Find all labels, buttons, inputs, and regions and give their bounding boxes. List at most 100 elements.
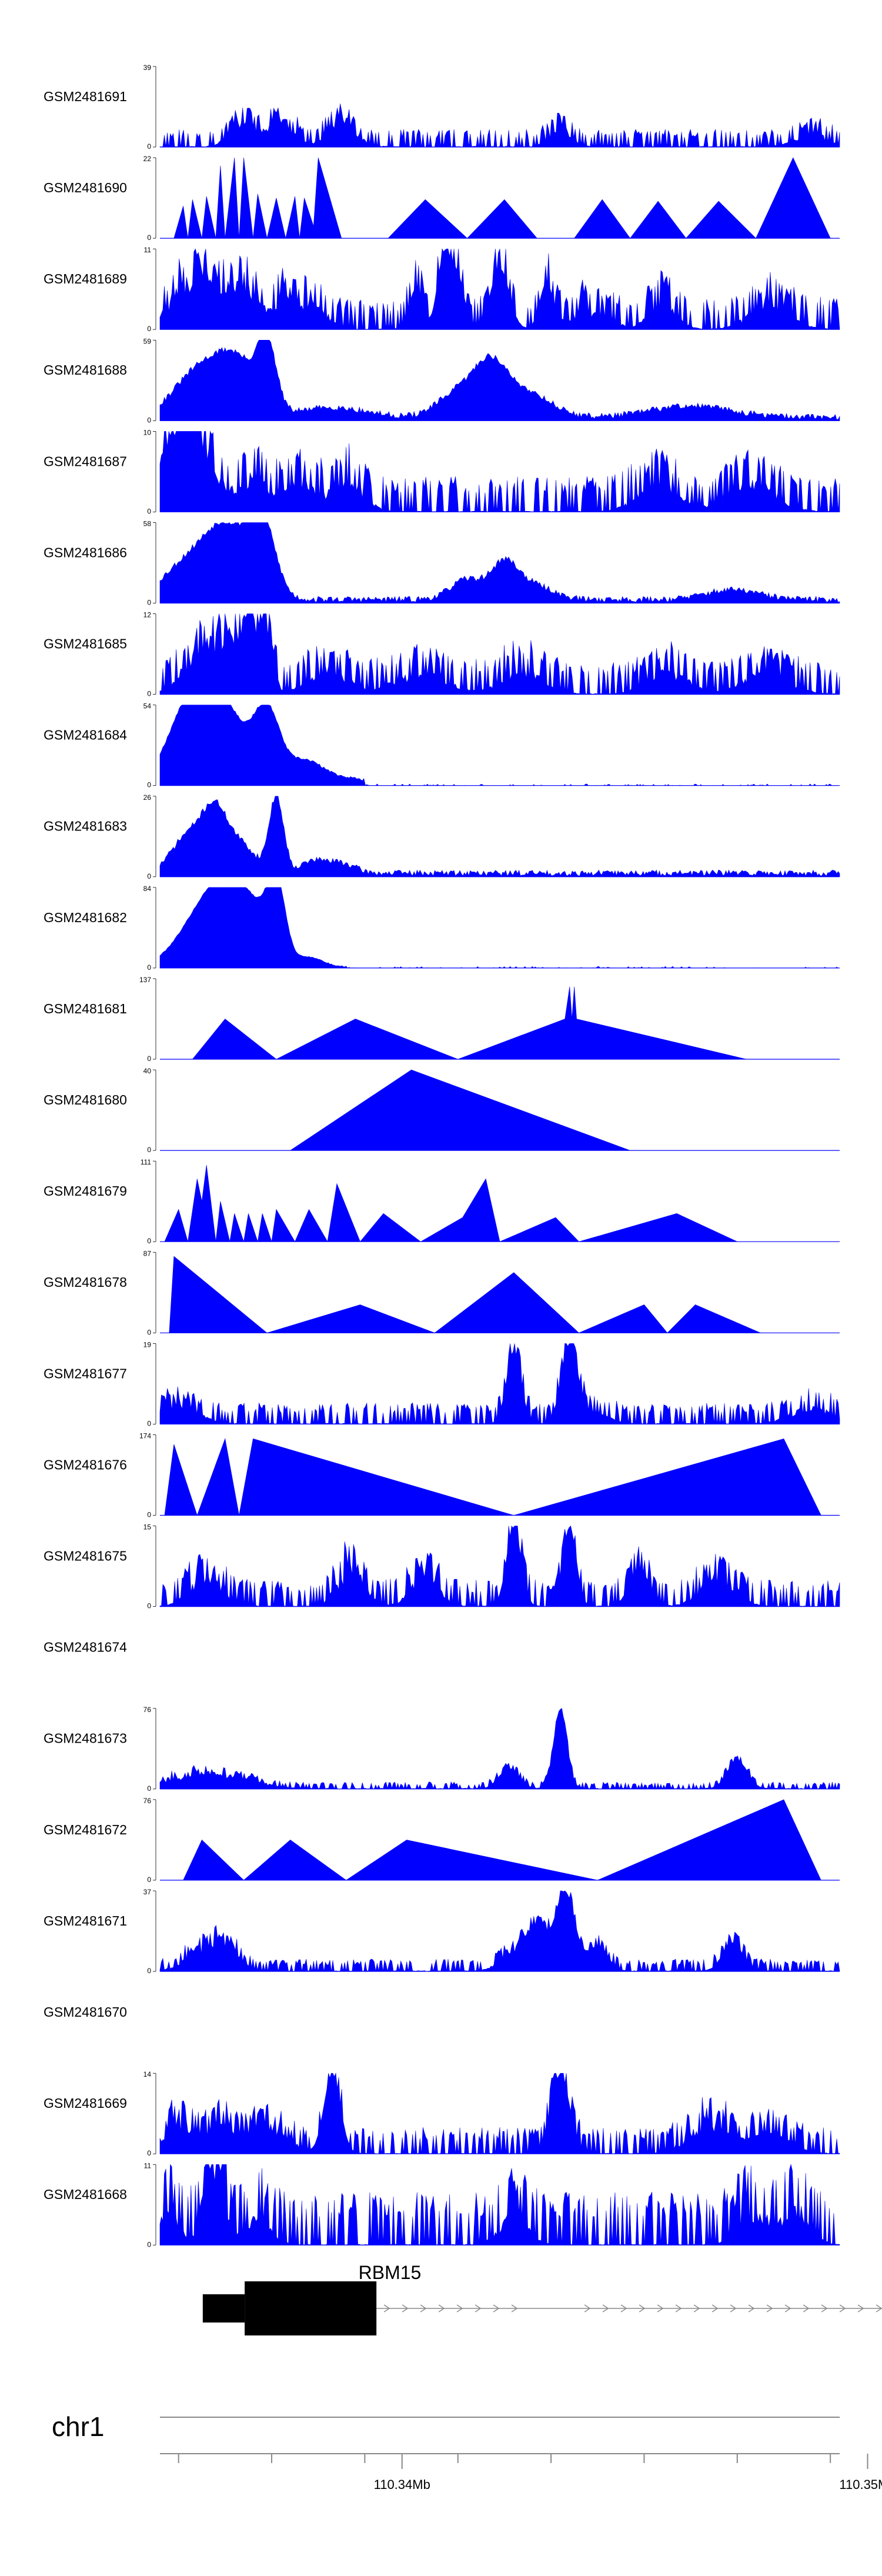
y-axis-min-label: 0 [147,599,151,607]
y-axis-min-label: 0 [147,1602,151,1610]
y-axis-max-label: 76 [143,1706,152,1714]
coverage-area [159,104,840,148]
y-axis-max-label: 84 [143,885,152,893]
y-axis-min-label: 0 [147,781,151,789]
track-GSM2481668: GSM2481668 11 0 [44,2161,840,2248]
y-axis-min-label: 0 [147,1055,151,1063]
track-label: GSM2481688 [44,362,127,378]
track-label: GSM2481690 [44,180,127,195]
track-GSM2481670: GSM2481670 [44,2004,127,2020]
coverage-area [169,1256,761,1333]
strand-arrow-icon [475,2304,482,2313]
track-GSM2481674: GSM2481674 [44,1640,127,1655]
y-axis-max-label: 11 [144,246,152,254]
strand-arrow-icon [821,2304,828,2313]
track-GSM2481676: GSM2481676 174 0 [44,1432,840,1519]
y-axis-max-label: 19 [143,1340,152,1349]
y-axis-min-label: 0 [147,416,151,424]
track-label: GSM2481691 [44,89,127,104]
y-axis-max-label: 11 [144,2161,152,2170]
strand-arrow-icon [420,2304,427,2313]
track-GSM2481687: GSM2481687 10 0 [44,428,840,515]
y-axis-max-label: 87 [143,1249,152,1257]
y-axis-max-label: 10 [143,428,152,436]
y-axis-max-label: 26 [143,793,152,802]
y-axis-max-label: 40 [143,1067,152,1075]
track-GSM2481684: GSM2481684 54 0 [44,702,840,789]
axis-tick-label: 110.34Mb [374,2477,430,2492]
y-axis-max-label: 76 [143,1797,152,1805]
y-axis-min-label: 0 [147,142,151,151]
strand-arrow-icon [876,2304,882,2313]
track-label: GSM2481669 [44,2095,127,2111]
track-GSM2481689: GSM2481689 11 0 [44,246,840,333]
y-axis-min-label: 0 [147,2149,151,2157]
coverage-area [159,1525,840,1607]
y-axis-min-label: 0 [147,1419,151,1427]
track-GSM2481680: GSM2481680 40 0 [44,1067,840,1154]
y-axis-min-label: 0 [147,2240,151,2248]
coverage-area [159,2164,840,2245]
y-axis-max-label: 39 [143,64,152,72]
track-label: GSM2481675 [44,1549,127,1564]
track-label: GSM2481677 [44,1366,127,1381]
y-axis-min-label: 0 [147,325,151,333]
strand-arrow-icon [493,2304,500,2313]
strand-arrow-icon [730,2304,737,2313]
track-label: GSM2481678 [44,1274,127,1290]
coverage-area [159,340,840,421]
coverage-area [159,613,840,695]
y-axis-min-label: 0 [147,233,151,242]
strand-arrow-icon [711,2304,719,2313]
track-label: GSM2481668 [44,2187,127,2202]
track-label: GSM2481681 [44,1001,127,1016]
strand-arrow-icon [657,2304,664,2313]
y-axis-max-label: 59 [143,337,152,345]
track-label: GSM2481672 [44,1822,127,1837]
track-GSM2481671: GSM2481671 37 0 [44,1888,840,1975]
gene-name: RBM15 [359,2262,422,2283]
track-label: GSM2481671 [44,1913,127,1928]
coverage-area [159,1343,840,1424]
y-axis-max-label: 14 [143,2070,152,2078]
y-axis-min-label: 0 [147,1328,151,1336]
strand-arrow-icon [639,2304,646,2313]
strand-arrow-icon [803,2304,810,2313]
y-axis-min-label: 0 [147,1511,151,1519]
track-GSM2481672: GSM2481672 76 0 [44,1797,840,1884]
track-label: GSM2481683 [44,819,127,834]
track-GSM2481677: GSM2481677 19 0 [44,1340,840,1427]
y-axis-min-label: 0 [147,1967,151,1975]
track-label: GSM2481685 [44,636,127,652]
exon-block [245,2281,377,2335]
track-GSM2481691: GSM2481691 39 0 [44,64,840,151]
y-axis-min-label: 0 [147,963,151,972]
coverage-area [159,522,840,603]
chromosome-label: chr1 [52,2411,104,2442]
coverage-area [159,431,840,512]
strand-arrow-icon [839,2304,846,2313]
y-axis-min-label: 0 [147,690,151,698]
y-axis-min-label: 0 [147,1784,151,1793]
coverage-area [164,1164,737,1243]
coverage-area [192,986,747,1060]
coverage-area [159,796,840,877]
coverage-area [173,157,831,239]
track-GSM2481673: GSM2481673 76 0 [44,1706,840,1793]
strand-arrow-icon [766,2304,773,2313]
track-GSM2481685: GSM2481685 12 0 [44,611,840,698]
track-GSM2481690: GSM2481690 22 0 [44,155,840,242]
track-label: GSM2481689 [44,271,127,286]
tracks-group: GSM2481691390GSM2481690220GSM2481689110G… [44,64,840,2248]
y-axis-max-label: 137 [139,976,151,984]
strand-arrow-icon [438,2304,445,2313]
track-GSM2481679: GSM2481679 111 0 [44,1158,840,1245]
track-GSM2481678: GSM2481678 87 0 [44,1249,840,1336]
y-axis-max-label: 54 [143,702,152,710]
y-axis-max-label: 15 [143,1523,152,1531]
strand-arrow-icon [857,2304,864,2313]
track-GSM2481683: GSM2481683 26 0 [44,793,840,880]
coverage-area [164,1438,821,1516]
track-GSM2481688: GSM2481688 59 0 [44,337,840,424]
coverage-area [159,887,840,969]
